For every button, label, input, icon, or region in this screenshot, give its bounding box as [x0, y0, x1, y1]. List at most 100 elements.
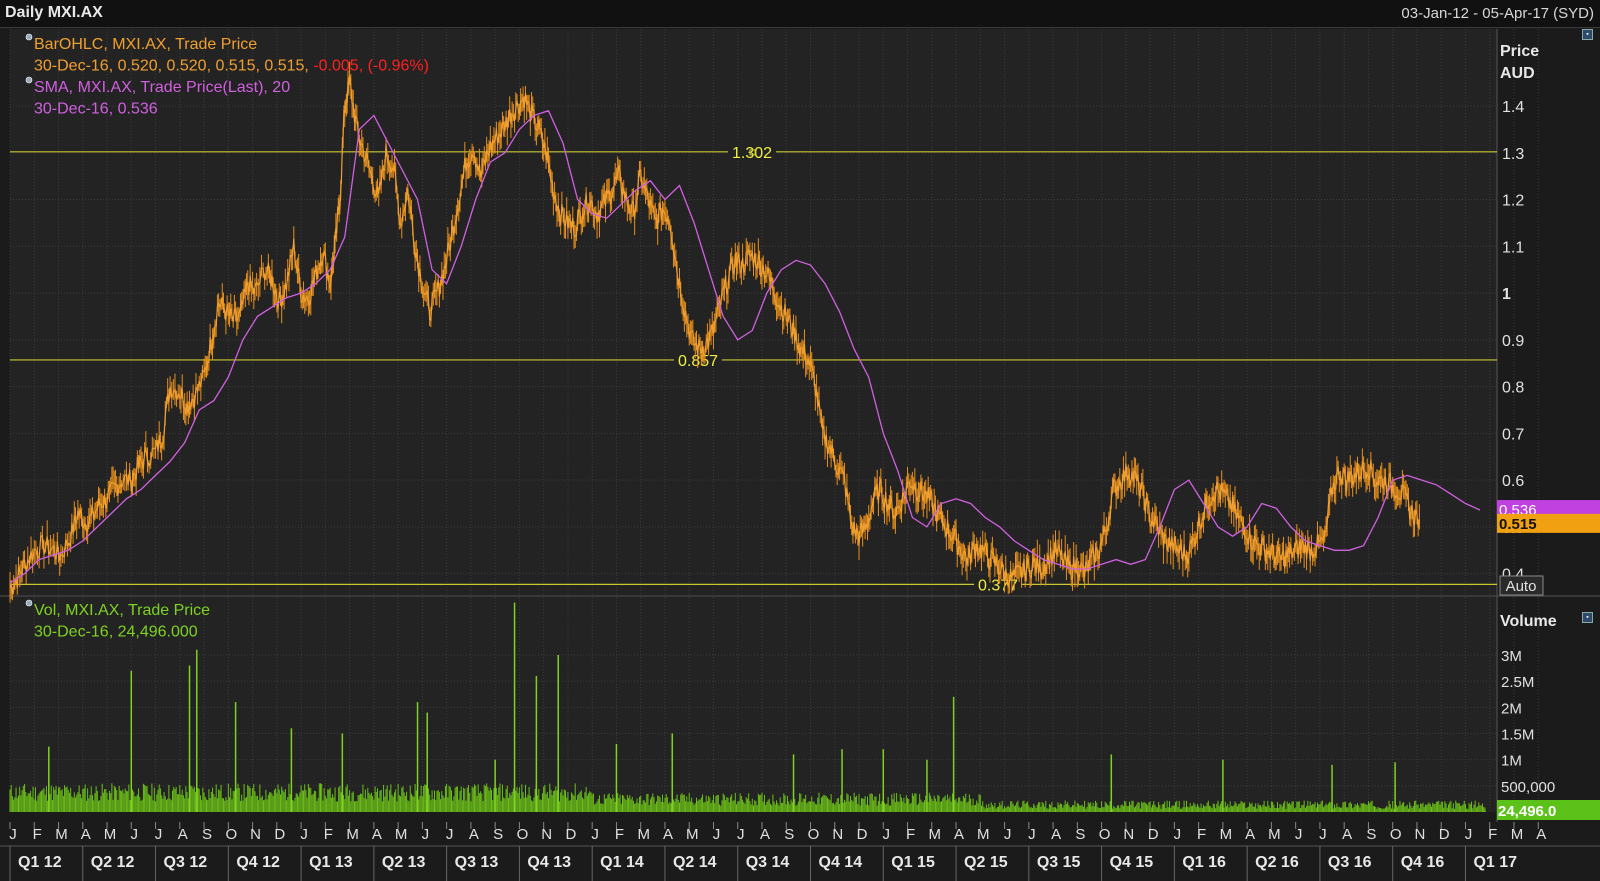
price-tick-label: 1.2 [1502, 193, 1524, 210]
price-axis-title: Price [1500, 43, 1539, 60]
month-label: N [250, 826, 261, 843]
price-tick-label: 1.1 [1502, 239, 1524, 256]
volume-axis-title: Volume [1500, 613, 1557, 630]
month-label: M [55, 826, 68, 843]
price-value-tag-label: 0.515 [1499, 516, 1537, 533]
ohlc-legend-icon [25, 33, 33, 41]
volume-legend-text: 30-Dec-16, 24,496.000 [34, 624, 198, 641]
volume-pane-menu-icon[interactable]: ▪ [1582, 612, 1593, 623]
month-label: A [1051, 826, 1061, 843]
month-label: J [9, 826, 17, 843]
quarter-label: Q3 16 [1328, 854, 1372, 871]
quarter-label: Q1 16 [1182, 854, 1226, 871]
quarter-label: Q1 17 [1473, 854, 1517, 871]
price-pane-menu-icon[interactable]: ▪ [1582, 29, 1593, 40]
month-label: M [977, 826, 990, 843]
volume-tick-label: 2M [1501, 700, 1522, 717]
volume-value-tag [1497, 800, 1600, 820]
month-label: J [1465, 826, 1473, 843]
month-label: O [517, 826, 529, 843]
month-label: D [274, 826, 285, 843]
month-label: A [469, 826, 479, 843]
month-label: A [1536, 826, 1546, 843]
volume-tick-label: 3M [1501, 648, 1522, 665]
month-label: O [1390, 826, 1402, 843]
price-tick-label: 0.9 [1502, 333, 1524, 350]
price-tick-label: 0.7 [1502, 426, 1524, 443]
month-label: O [808, 826, 820, 843]
month-label: J [1174, 826, 1182, 843]
month-label: M [637, 826, 650, 843]
quarter-label: Q2 12 [91, 854, 135, 871]
month-label: N [1415, 826, 1426, 843]
auto-scale-button[interactable] [1499, 575, 1544, 596]
month-label: J [1319, 826, 1327, 843]
chart-title: Daily MXI.AX [5, 4, 103, 21]
month-label: F [33, 826, 42, 843]
quarter-label: Q3 13 [455, 854, 499, 871]
sma-series-line [9, 109, 1481, 584]
quarter-label: Q1 14 [600, 854, 644, 871]
quarter-label: Q3 14 [746, 854, 790, 871]
month-label: S [1075, 826, 1085, 843]
auto-scale-label: Auto [1506, 578, 1537, 595]
month-label: D [857, 826, 868, 843]
ohlc-legend-text: 30-Dec-16, 0.520, 0.520, 0.515, 0.515, -… [34, 58, 429, 75]
month-label: M [1268, 826, 1281, 843]
month-label: M [104, 826, 117, 843]
month-label: A [1342, 826, 1352, 843]
month-label: J [1295, 826, 1303, 843]
x-axis-bg [0, 822, 1600, 881]
quarter-label: Q4 16 [1401, 854, 1445, 871]
month-label: M [395, 826, 408, 843]
sma-legend-text: 30-Dec-16, 0.536 [34, 101, 158, 118]
quarter-label: Q1 13 [309, 854, 353, 871]
quarter-label: Q4 12 [236, 854, 280, 871]
month-label: D [1148, 826, 1159, 843]
month-label: O [1099, 826, 1111, 843]
hline-label-bg [728, 142, 776, 160]
hline-label: 1.302 [732, 145, 772, 162]
month-label: A [954, 826, 964, 843]
volume-value-tag-label: 24,496.0 [1498, 803, 1556, 820]
price-tick-label: 0.8 [1502, 380, 1524, 397]
month-label: N [832, 826, 843, 843]
month-label: A [663, 826, 673, 843]
month-label: J [713, 826, 721, 843]
month-label: S [202, 826, 212, 843]
hline-handle [749, 149, 756, 156]
month-label: M [346, 826, 359, 843]
quarter-label: Q4 13 [527, 854, 571, 871]
sma-legend-icon [25, 76, 33, 84]
quarter-label: Q1 12 [18, 854, 62, 871]
month-label: N [1123, 826, 1134, 843]
month-label: J [883, 826, 891, 843]
month-label: F [1488, 826, 1497, 843]
month-label: D [566, 826, 577, 843]
price-series-line [9, 75, 1420, 594]
ohlc-legend-text: BarOHLC, MXI.AX, Trade Price [34, 36, 257, 53]
quarter-label: Q4 15 [1110, 854, 1154, 871]
volume-legend-icon [25, 599, 33, 607]
price-tick-label: 0.6 [1502, 473, 1524, 490]
price-panel-bg [10, 29, 1497, 595]
price-tick-label: 1.4 [1502, 99, 1524, 116]
month-label: A [1245, 826, 1255, 843]
volume-legend-text: Vol, MXI.AX, Trade Price [34, 602, 210, 619]
sma-legend-text: SMA, MXI.AX, Trade Price(Last), 20 [34, 79, 290, 96]
quarter-label: Q2 15 [964, 854, 1008, 871]
quarter-label: Q2 16 [1255, 854, 1299, 871]
price-value-tag [1497, 513, 1600, 533]
quarter-label: Q3 15 [1037, 854, 1081, 871]
month-label: A [372, 826, 382, 843]
date-range[interactable]: 03-Jan-12 - 05-Apr-17 (SYD) [1401, 5, 1594, 22]
month-label: F [1197, 826, 1206, 843]
month-label: M [929, 826, 942, 843]
volume-panel-bg [10, 597, 1497, 812]
quarter-label: Q3 12 [164, 854, 208, 871]
volume-tick-label: 1M [1501, 753, 1522, 770]
volume-tick-label: 500,000 [1501, 779, 1555, 796]
price-axis-unit: AUD [1500, 65, 1535, 82]
